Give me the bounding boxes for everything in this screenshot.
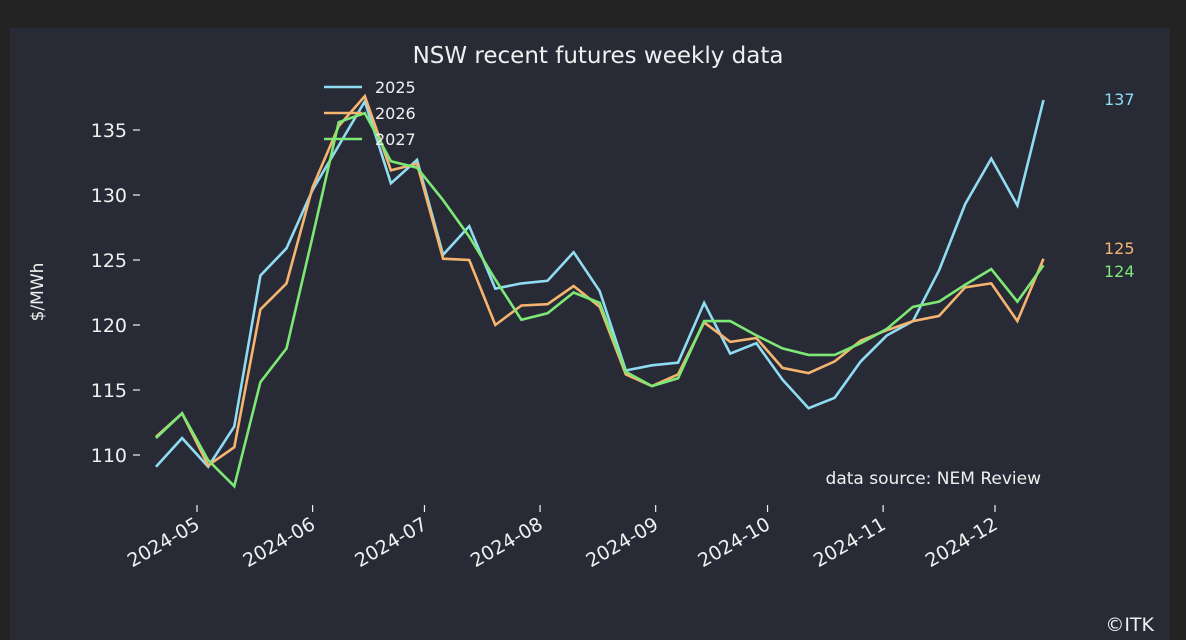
end-label-2026: 125 xyxy=(1104,239,1135,258)
y-axis-label: $/MWh xyxy=(28,263,48,322)
legend-label-2025: 2025 xyxy=(375,78,416,97)
y-tick-label: 110 xyxy=(91,445,127,467)
chart-title: NSW recent futures weekly data xyxy=(413,43,784,69)
chart-panel xyxy=(10,28,1170,640)
y-tick-label: 125 xyxy=(91,250,127,272)
legend-label-2026: 2026 xyxy=(375,104,416,123)
end-label-2027: 124 xyxy=(1104,262,1135,281)
series-line-2025 xyxy=(155,98,1045,469)
series-line-2026 xyxy=(155,93,1045,468)
y-tick-label: 120 xyxy=(91,315,127,337)
y-tick-label: 135 xyxy=(91,120,127,142)
end-labels: 137 125 124 xyxy=(1104,90,1135,281)
legend: 2025 2026 2027 xyxy=(324,78,416,149)
series-lines xyxy=(155,93,1045,489)
y-tick-label: 130 xyxy=(91,185,127,207)
y-axis: 110 115 120 125 130 135 xyxy=(91,120,140,467)
end-label-2025: 137 xyxy=(1104,90,1135,109)
legend-label-2027: 2027 xyxy=(375,130,416,149)
copyright-text: ©ITK xyxy=(1105,614,1154,636)
series-line-2027 xyxy=(155,111,1045,489)
y-tick-label: 115 xyxy=(91,380,127,402)
data-source-annotation: data source: NEM Review xyxy=(826,469,1042,489)
